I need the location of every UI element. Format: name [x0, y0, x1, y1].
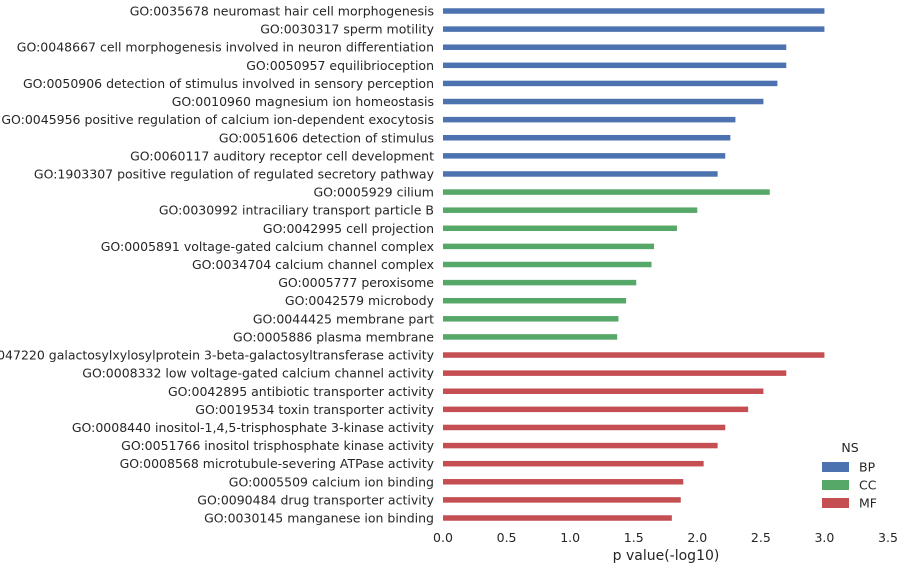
category-label-14: GO:0005891 voltage-gated calcium channel…: [101, 239, 434, 254]
bar-2: [443, 26, 825, 32]
x-tick-label-1: 0.0: [433, 530, 453, 545]
category-label-15: GO:0034704 calcium channel complex: [192, 257, 434, 272]
bar-16: [443, 279, 637, 286]
category-label-26: GO:0008568 microtubule-severing ATPase a…: [120, 456, 435, 471]
x-axis-label: p value(-log10): [613, 548, 720, 564]
category-label-28: GO:0090484 drug transporter activity: [197, 492, 434, 507]
category-label-17: GO:0042579 microbody: [285, 293, 435, 308]
bar-24: [443, 424, 726, 431]
x-tick-label-3: 1.0: [560, 530, 580, 545]
bar-15: [443, 261, 652, 268]
category-label-10: GO:1903307 positive regulation of regula…: [34, 166, 435, 181]
category-label-27: GO:0005509 calcium ion binding: [229, 474, 434, 489]
bars-layer: [443, 8, 825, 521]
legend: NS BP CC MF: [822, 440, 877, 511]
category-label-24: GO:0008440 inositol-1,4,5-trisphosphate …: [72, 420, 435, 435]
bar-13: [443, 225, 677, 232]
bar-18: [443, 316, 619, 322]
legend-title: NS: [841, 440, 858, 455]
category-label-11: GO:0005929 cilium: [313, 185, 434, 200]
legend-entries: BP CC MF: [822, 460, 877, 511]
category-label-23: GO:0019534 toxin transporter activity: [195, 402, 434, 417]
category-label-16: GO:0005777 peroxisome: [278, 275, 434, 290]
legend-label-cc: CC: [859, 478, 877, 493]
bar-1: [443, 8, 825, 14]
bar-10: [443, 171, 718, 177]
bar-7: [443, 116, 736, 123]
bar-19: [443, 334, 618, 340]
category-label-9: GO:0060117 auditory receptor cell develo…: [130, 148, 434, 163]
bar-27: [443, 479, 684, 485]
x-tick-label-2: 0.5: [497, 530, 517, 545]
bar-11: [443, 189, 770, 195]
bar-8: [443, 135, 731, 141]
bar-6: [443, 98, 764, 105]
bar-20: [443, 352, 825, 358]
category-label-2: GO:0030317 sperm motility: [260, 22, 434, 37]
x-tick-label-8: 3.5: [878, 530, 898, 545]
category-labels: GO:0035678 neuromast hair cell morphogen…: [0, 4, 435, 526]
bar-12: [443, 207, 698, 213]
category-label-19: GO:0005886 plasma membrane: [233, 329, 434, 344]
legend-label-bp: BP: [859, 460, 876, 475]
category-label-21: GO:0008332 low voltage-gated calcium cha…: [82, 366, 434, 381]
x-tick-label-4: 1.5: [624, 530, 644, 545]
bar-23: [443, 406, 749, 413]
x-tick-label-6: 2.5: [751, 530, 771, 545]
category-label-5: GO:0050906 detection of stimulus involve…: [23, 76, 434, 91]
bar-22: [443, 388, 764, 394]
category-label-25: GO:0051766 inositol trisphosphate kinase…: [121, 438, 434, 453]
category-label-13: GO:0042995 cell projection: [263, 221, 434, 236]
bar-9: [443, 153, 726, 159]
x-tick-label-5: 2.0: [687, 530, 707, 545]
bar-3: [443, 44, 787, 50]
bar-14: [443, 243, 655, 250]
x-tick-label-7: 3.0: [814, 530, 834, 545]
category-label-7: GO:0045956 positive regulation of calciu…: [1, 112, 434, 127]
category-label-29: GO:0030145 manganese ion binding: [204, 511, 434, 526]
legend-swatch-cc: [822, 480, 849, 490]
bar-25: [443, 442, 718, 449]
category-label-20: GO:0047220 galactosylxylosylprotein 3-be…: [0, 348, 435, 363]
legend-swatch-mf: [822, 498, 849, 508]
category-label-18: GO:0044425 membrane part: [253, 311, 434, 326]
bar-5: [443, 80, 778, 87]
x-axis-ticks: 0.0 0.5 1.0 1.5 2.0 2.5 3.0 3.5: [433, 530, 898, 545]
legend-label-mf: MF: [859, 496, 877, 511]
bar-29: [443, 515, 672, 521]
bar-28: [443, 497, 681, 503]
category-label-4: GO:0050957 equilibrioception: [246, 58, 434, 73]
bar-26: [443, 460, 704, 467]
bar-4: [443, 62, 787, 69]
category-label-3: GO:0048667 cell morphogenesis involved i…: [17, 40, 434, 55]
category-label-12: GO:0030992 intraciliary transport partic…: [159, 203, 434, 218]
category-label-6: GO:0010960 magnesium ion homeostasis: [172, 94, 434, 109]
category-label-1: GO:0035678 neuromast hair cell morphogen…: [130, 4, 434, 19]
legend-swatch-bp: [822, 462, 849, 472]
bar-21: [443, 370, 787, 376]
category-label-22: GO:0042895 antibiotic transporter activi…: [168, 384, 435, 399]
category-label-8: GO:0051606 detection of stimulus: [219, 130, 434, 145]
bar-17: [443, 297, 627, 304]
